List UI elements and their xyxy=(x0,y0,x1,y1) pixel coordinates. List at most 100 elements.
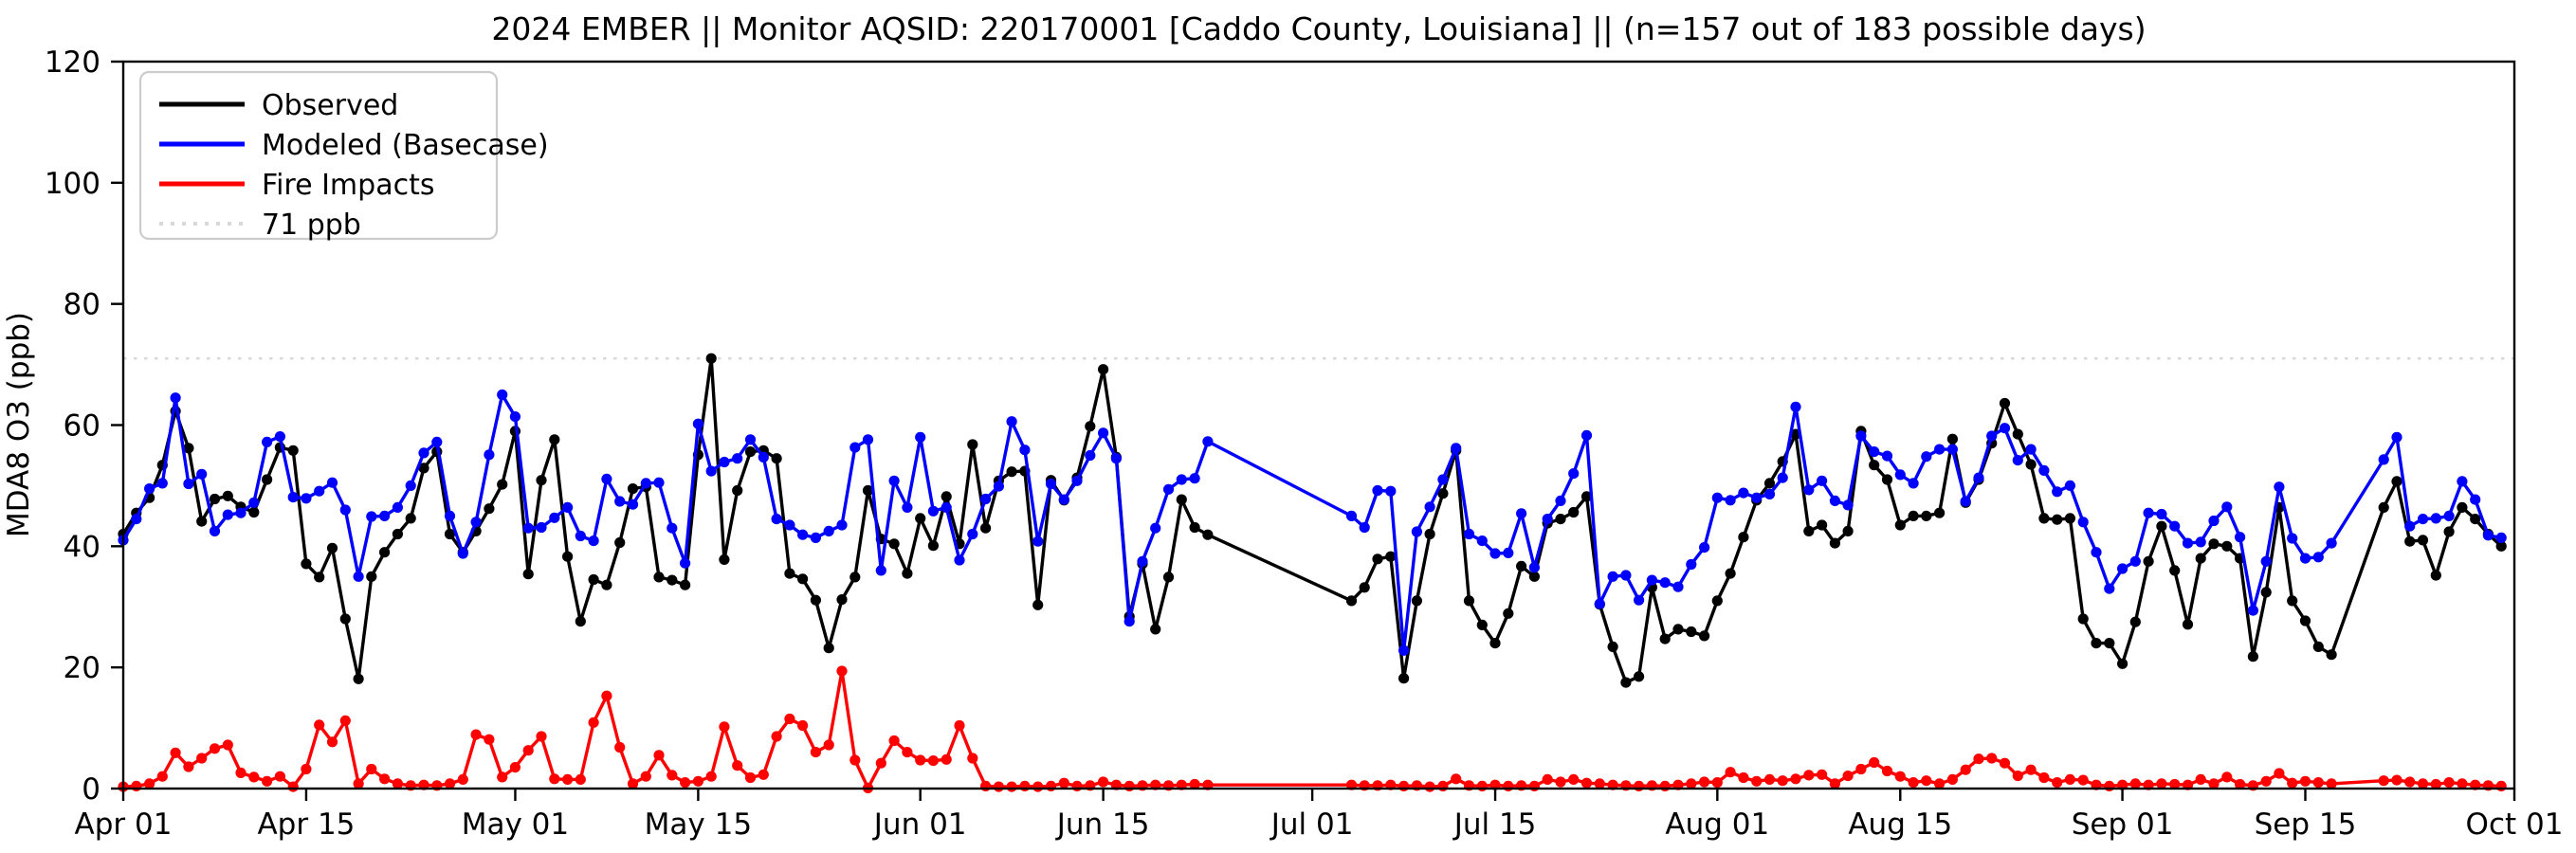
data-point xyxy=(1580,491,1593,502)
data-point xyxy=(1528,571,1540,582)
data-point xyxy=(1763,488,1776,500)
data-point xyxy=(1999,757,2011,769)
data-point xyxy=(1894,469,1906,481)
x-axis-ticks: Apr 01 Apr 15 May 01 May 15 Jun 01 Jun 15 Jul … xyxy=(75,789,2563,842)
data-point xyxy=(1934,444,1946,455)
data-point xyxy=(875,757,886,769)
data-point xyxy=(797,573,809,585)
y-tick-label: 60 xyxy=(64,409,100,444)
data-point xyxy=(444,510,456,522)
data-point xyxy=(888,538,900,550)
data-point xyxy=(1542,514,1553,525)
data-point xyxy=(627,482,639,495)
data-point xyxy=(614,741,626,753)
data-point xyxy=(1568,506,1580,518)
data-point xyxy=(2221,501,2233,513)
data-point xyxy=(1829,537,1840,549)
data-point xyxy=(2156,778,2167,789)
data-point xyxy=(457,773,468,786)
data-point xyxy=(719,721,730,733)
data-point xyxy=(614,536,626,549)
data-point xyxy=(680,777,691,789)
data-point xyxy=(2287,533,2298,544)
data-point xyxy=(771,731,782,742)
data-point xyxy=(314,719,325,731)
data-point xyxy=(1424,501,1435,513)
data-point xyxy=(2052,514,2063,525)
x-tick-label: May 15 xyxy=(645,808,752,842)
data-point xyxy=(1946,773,1958,786)
data-point xyxy=(1006,416,1017,427)
data-point xyxy=(797,529,809,540)
data-point xyxy=(2312,777,2324,789)
data-point xyxy=(2326,649,2337,661)
data-point xyxy=(1019,445,1031,456)
data-point xyxy=(1803,525,1815,537)
data-point xyxy=(2443,510,2455,522)
data-point xyxy=(2143,507,2154,518)
x-tick-label: Sep 01 xyxy=(2072,808,2174,842)
data-point xyxy=(744,446,757,458)
data-point xyxy=(484,449,495,461)
data-point xyxy=(1699,776,1710,788)
data-point xyxy=(1620,677,1632,688)
data-point xyxy=(915,513,926,524)
data-point xyxy=(536,731,547,742)
data-point xyxy=(1921,510,1932,522)
data-point xyxy=(2299,775,2311,787)
data-point xyxy=(1842,499,1854,511)
data-point xyxy=(431,436,443,447)
data-point xyxy=(705,465,717,477)
data-point xyxy=(744,434,757,445)
data-point xyxy=(1202,529,1214,540)
data-point xyxy=(2274,768,2285,779)
data-point xyxy=(314,485,325,497)
data-point xyxy=(2457,778,2468,789)
data-point xyxy=(1699,630,1710,642)
data-point xyxy=(1894,519,1906,531)
data-point xyxy=(1711,777,1723,789)
data-point xyxy=(1476,619,1488,631)
data-point xyxy=(1829,778,1840,789)
data-point xyxy=(967,528,978,540)
data-point xyxy=(810,532,822,544)
data-point xyxy=(705,353,717,364)
data-point xyxy=(2195,536,2206,548)
data-point xyxy=(1659,780,1671,792)
data-point xyxy=(1803,770,1815,781)
data-point xyxy=(326,477,338,488)
data-point xyxy=(1580,777,1593,789)
data-point xyxy=(392,501,403,514)
data-point xyxy=(2104,583,2115,594)
data-point xyxy=(1986,430,1998,442)
data-point xyxy=(405,480,416,491)
y-tick-label: 40 xyxy=(64,530,100,564)
data-point xyxy=(1777,775,1788,787)
data-point xyxy=(1960,764,1971,775)
series-line xyxy=(122,669,2502,790)
data-point xyxy=(183,761,194,772)
data-point xyxy=(522,745,534,756)
data-point xyxy=(144,482,155,495)
data-point xyxy=(2117,658,2128,669)
data-point xyxy=(353,571,364,582)
data-point xyxy=(2470,494,2481,505)
data-point xyxy=(667,574,678,586)
data-point xyxy=(601,473,612,484)
data-point xyxy=(1098,427,1109,439)
data-point xyxy=(836,665,848,677)
data-point xyxy=(836,519,848,531)
data-point xyxy=(2129,778,2141,789)
data-point xyxy=(1817,475,1828,486)
data-point xyxy=(1189,473,1200,484)
data-point xyxy=(1162,483,1175,495)
data-point xyxy=(2495,780,2507,792)
data-point xyxy=(366,571,377,582)
data-point xyxy=(1568,773,1580,786)
data-point xyxy=(1516,560,1527,572)
data-point xyxy=(1790,401,1801,412)
data-point xyxy=(732,453,743,464)
data-point xyxy=(1162,572,1175,583)
data-point xyxy=(1476,535,1488,547)
data-point xyxy=(1503,780,1514,792)
